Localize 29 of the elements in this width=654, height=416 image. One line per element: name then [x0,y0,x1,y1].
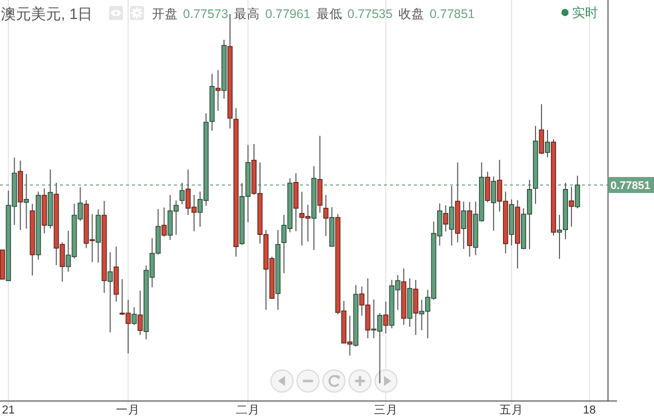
annotation: 收盘 0.77851 [398,7,475,21]
candlestick [538,104,544,154]
x-tick-label: 21 [2,404,15,416]
annotation: 最高 0.77961 [234,6,310,21]
candlestick [544,129,550,158]
candlestick [323,194,328,236]
candlestick [215,70,221,112]
candlestick [461,201,466,250]
candlestick [485,171,490,203]
candlestick [108,252,113,333]
candlestick [491,176,496,232]
x-tick-label: 18 [583,404,596,416]
annotation: 开盘 0.77573 [152,7,228,21]
price-tag: 0.77851 [608,176,654,193]
x-tick-label: 一月 [116,404,140,416]
candlestick [568,186,574,228]
candlestick [138,290,143,336]
live-button: 实时 [561,5,598,20]
annotation: 实时 [572,5,598,20]
x-tick-label: 三月 [374,404,398,416]
candlestick [132,306,137,326]
candlestick [443,204,448,232]
annotation: 最低 0.77535 [316,7,393,21]
candlestick [162,207,167,238]
x-tick-label: 五月 [500,404,524,416]
candlestick [574,175,580,209]
candlestick [383,301,388,334]
chart-title: 澳元美元, 1日 [1,6,93,23]
x-tick-label: 二月 [236,404,260,416]
